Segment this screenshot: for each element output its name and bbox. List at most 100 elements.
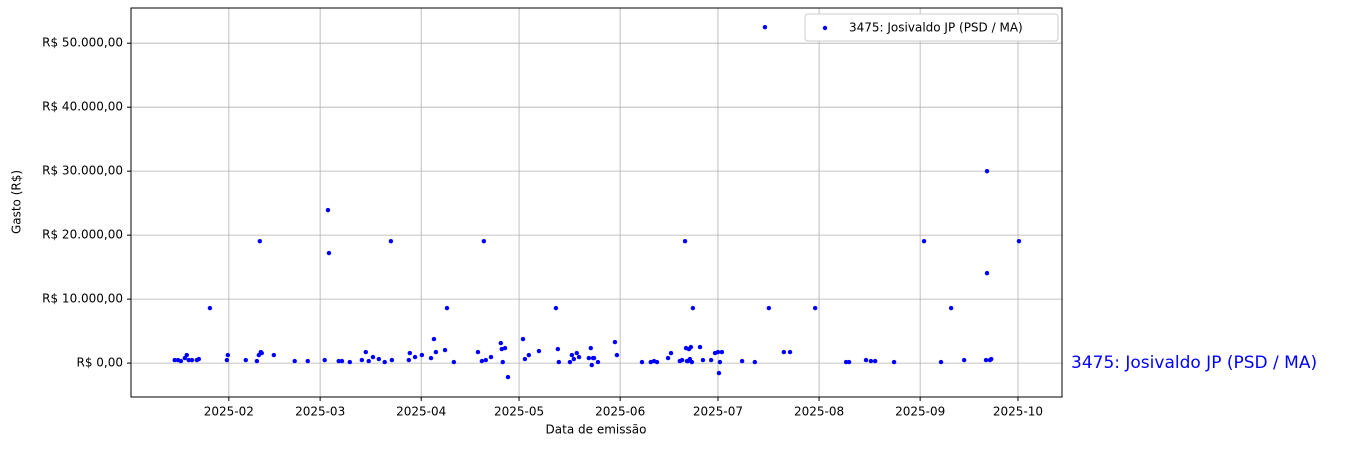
point xyxy=(207,305,213,311)
point xyxy=(961,357,967,363)
point xyxy=(225,352,231,358)
y-tick-label: R$ 50.000,00 xyxy=(42,36,123,50)
point xyxy=(556,359,562,365)
point xyxy=(305,358,310,364)
point xyxy=(654,359,660,365)
point xyxy=(259,350,264,356)
point xyxy=(766,305,772,311)
point xyxy=(520,336,526,342)
point xyxy=(382,359,387,365)
point xyxy=(846,359,852,365)
point xyxy=(431,336,437,342)
point xyxy=(526,352,532,358)
legend-frame xyxy=(804,13,1059,42)
point xyxy=(184,352,189,358)
point xyxy=(366,358,371,364)
point xyxy=(481,238,487,244)
point xyxy=(257,238,263,244)
x-tick-label: 2025-10 xyxy=(993,405,1043,419)
point xyxy=(407,350,413,356)
point xyxy=(325,207,331,213)
legend-label: 3475: Josivaldo JP (PSD / MA) xyxy=(849,21,1023,35)
point xyxy=(697,344,703,350)
plot-frame xyxy=(130,7,1063,398)
point xyxy=(292,358,297,364)
x-tick-label: 2025-07 xyxy=(693,405,743,419)
point xyxy=(921,238,927,244)
point xyxy=(571,356,577,362)
point xyxy=(708,357,714,363)
point xyxy=(419,352,425,358)
series-end-label: 3475: Josivaldo JP (PSD / MA) xyxy=(1071,353,1317,373)
point xyxy=(595,359,601,365)
point xyxy=(178,358,184,364)
point xyxy=(679,357,685,363)
point xyxy=(224,357,230,363)
x-tick-label: 2025-09 xyxy=(895,405,945,419)
point xyxy=(479,358,485,364)
point xyxy=(388,238,394,244)
point xyxy=(536,348,542,354)
point xyxy=(589,362,594,368)
point xyxy=(189,357,195,363)
point xyxy=(488,354,494,360)
point xyxy=(868,358,874,364)
point xyxy=(719,349,725,355)
point xyxy=(433,349,439,355)
point xyxy=(668,350,674,356)
point xyxy=(665,355,671,361)
point xyxy=(428,355,434,361)
point xyxy=(700,357,706,363)
point xyxy=(586,355,592,361)
point xyxy=(339,358,345,364)
point xyxy=(376,356,382,362)
point xyxy=(591,355,597,361)
y-axis-label: Gasto (R$) xyxy=(10,170,24,234)
point xyxy=(682,238,688,244)
point xyxy=(498,340,503,346)
point xyxy=(612,339,618,345)
point xyxy=(1016,238,1022,244)
point xyxy=(322,357,327,363)
y-tick-label: R$ 10.000,00 xyxy=(42,292,123,306)
point xyxy=(983,357,989,363)
point xyxy=(326,250,332,256)
point xyxy=(891,359,897,365)
point xyxy=(522,356,528,362)
point xyxy=(196,356,202,362)
point xyxy=(688,344,694,350)
point xyxy=(787,349,793,355)
legend-marker xyxy=(822,25,828,31)
y-tick-label: R$ 30.000,00 xyxy=(42,164,123,178)
point xyxy=(500,359,505,365)
point xyxy=(576,354,582,360)
point xyxy=(505,374,511,380)
point xyxy=(172,357,177,363)
y-tick-label: R$ 0,00 xyxy=(76,356,123,370)
legend: 3475: Josivaldo JP (PSD / MA) xyxy=(804,13,1059,42)
point xyxy=(689,359,695,365)
point xyxy=(567,359,573,365)
point xyxy=(984,270,990,276)
point xyxy=(715,349,721,355)
point xyxy=(739,358,745,364)
x-tick-label: 2025-02 xyxy=(204,405,254,419)
point xyxy=(614,352,620,358)
x-axis-label: Data de emissão xyxy=(546,423,647,437)
point xyxy=(781,349,787,355)
y-tick-label: R$ 20.000,00 xyxy=(42,228,123,242)
point xyxy=(336,358,341,364)
point xyxy=(752,359,758,365)
point xyxy=(690,305,696,311)
point xyxy=(451,359,457,365)
point xyxy=(639,359,645,365)
point xyxy=(442,347,448,353)
point xyxy=(717,359,723,365)
x-tick-label: 2025-04 xyxy=(396,405,446,419)
point xyxy=(370,354,376,360)
point xyxy=(574,350,579,356)
point xyxy=(948,305,954,311)
point xyxy=(812,305,818,311)
